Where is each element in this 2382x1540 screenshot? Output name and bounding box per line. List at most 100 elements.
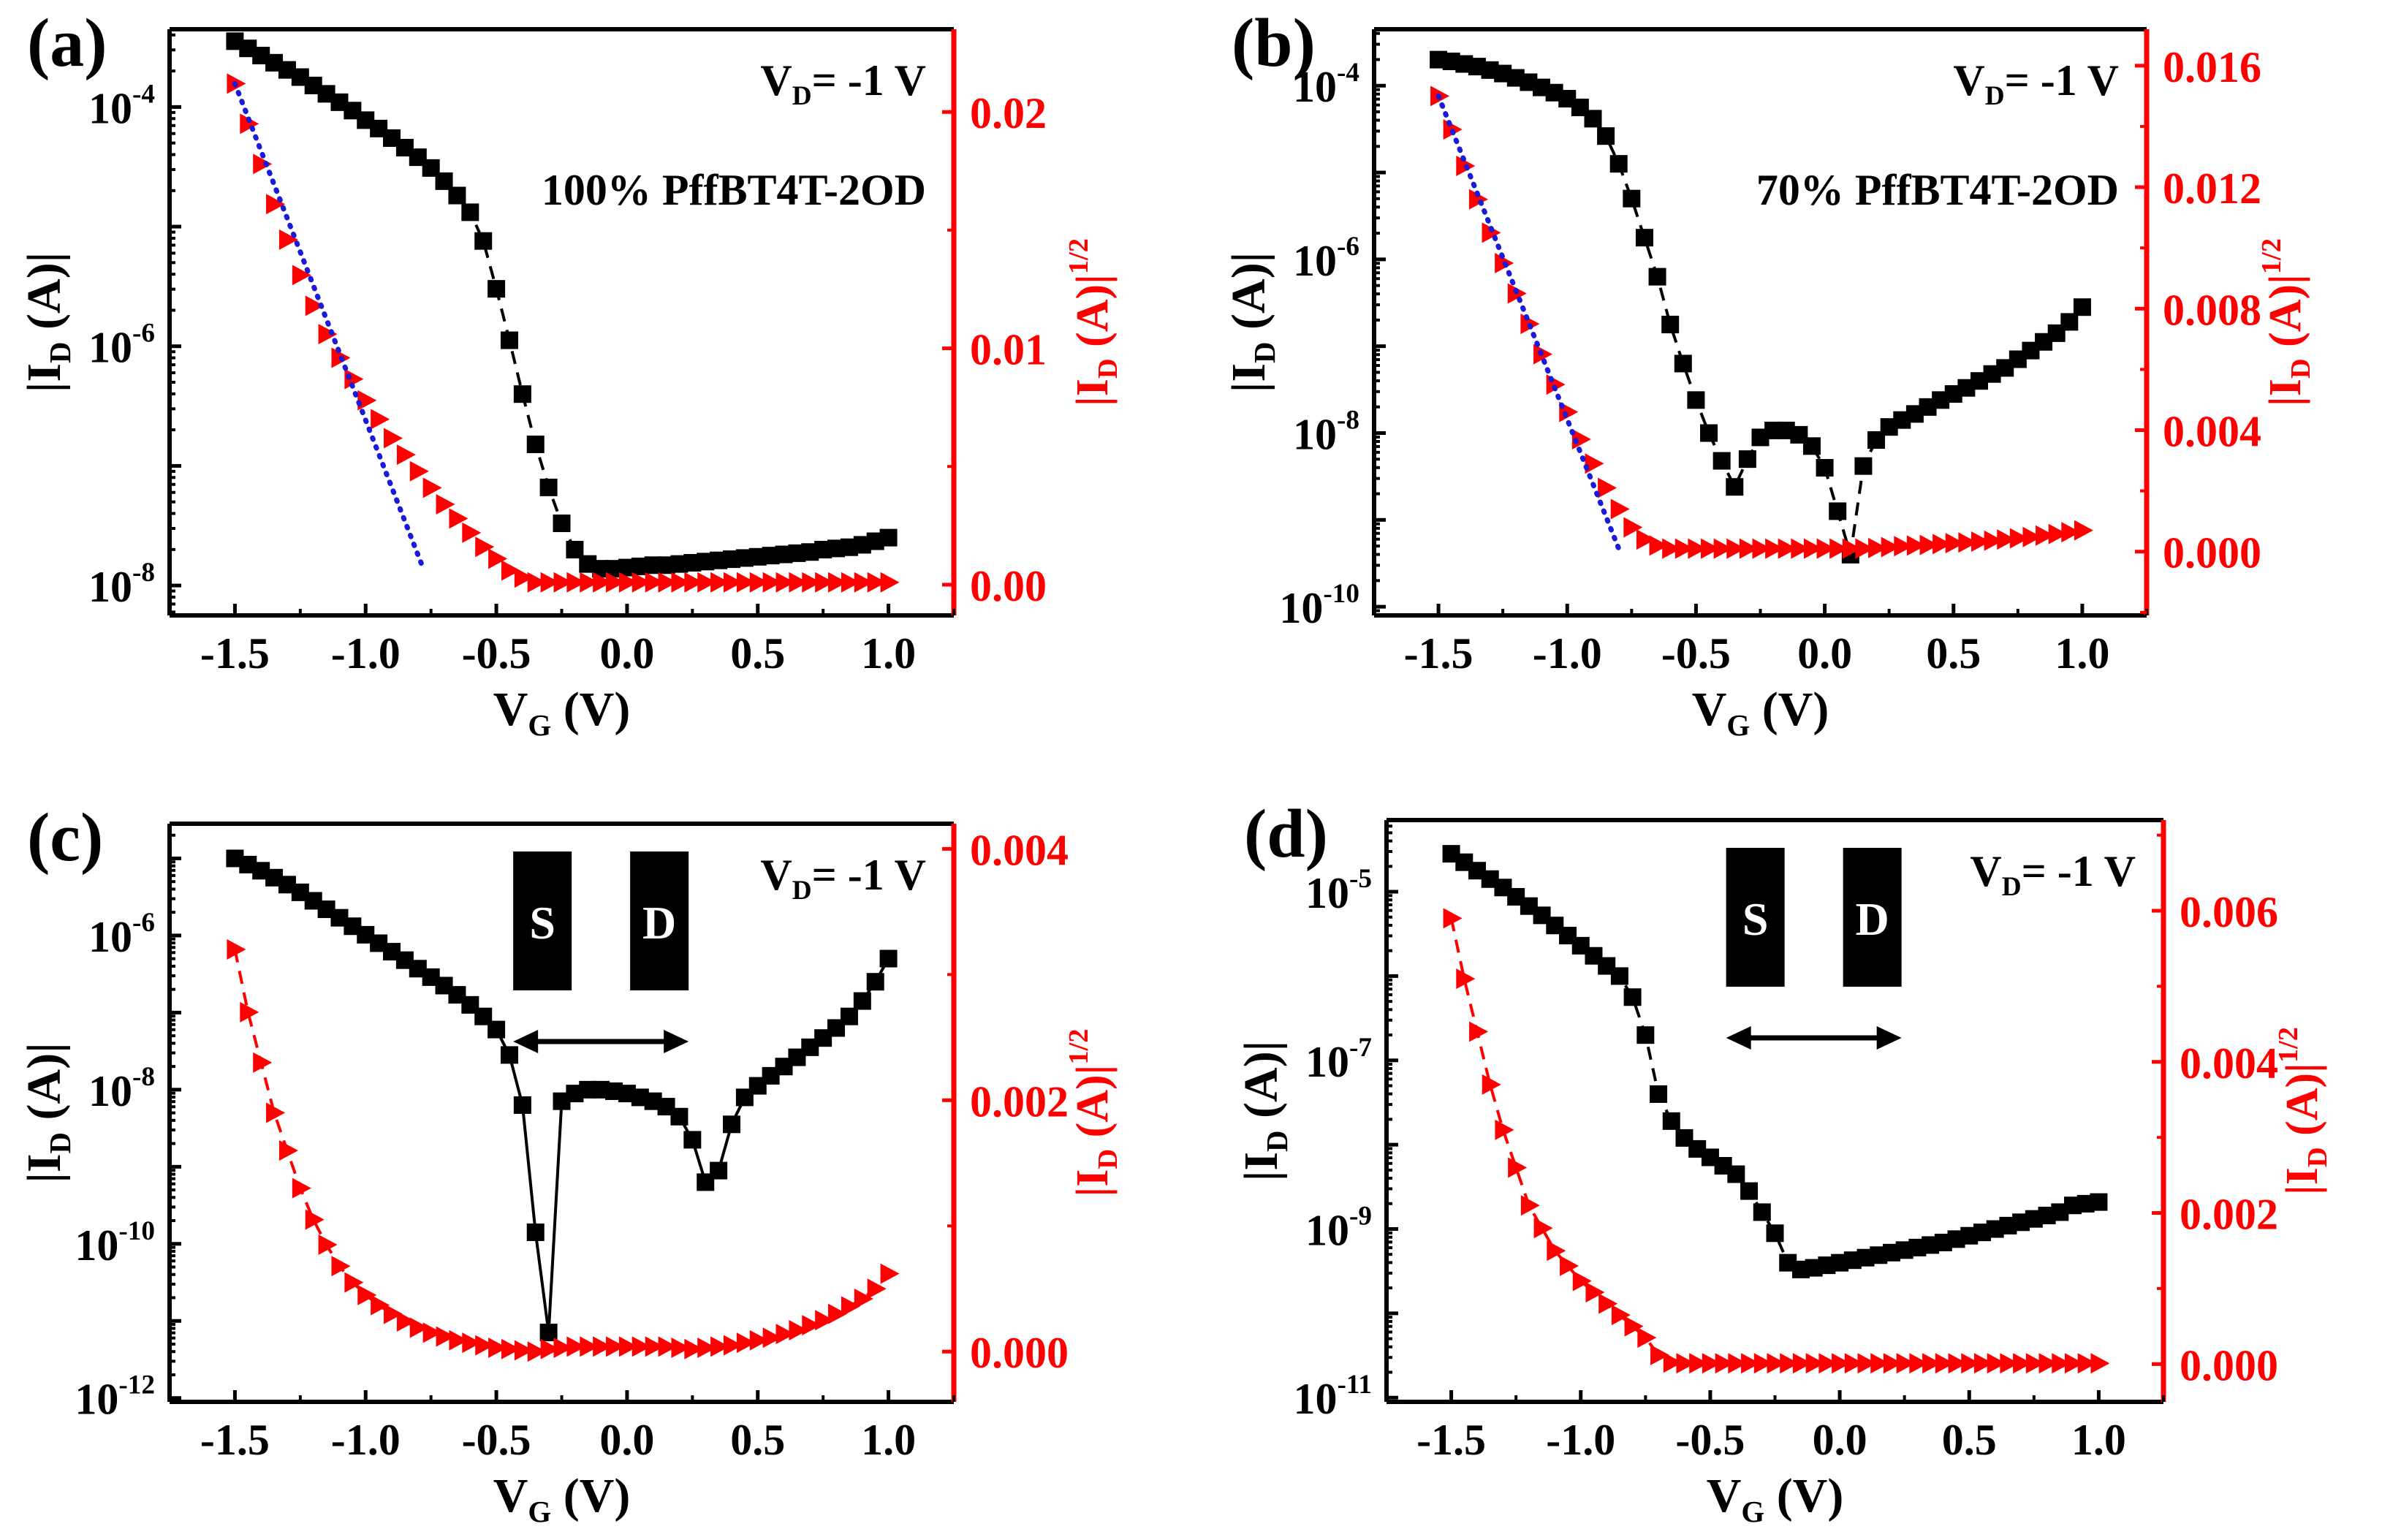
data-point-triangle (1973, 1353, 1993, 1374)
y-left-tick-label: 10-6 (88, 319, 155, 372)
data-point-triangle (867, 572, 887, 593)
y-right-tick-label: 0.00 (970, 562, 1047, 610)
series-line (233, 949, 890, 1354)
channel-arrow-right-head (664, 1030, 689, 1053)
y-left-tick-label: 10-8 (88, 1062, 155, 1115)
data-point-triangle (384, 1303, 403, 1324)
data-point-triangle (1816, 538, 1836, 559)
data-point-triangle (553, 1338, 573, 1359)
x-tick-label: -1.0 (1533, 629, 1602, 678)
data-point-triangle (1842, 538, 1862, 559)
data-point-triangle (880, 1263, 900, 1284)
data-point-triangle (1741, 1353, 1761, 1374)
data-point-square (879, 949, 898, 968)
data-point-square (488, 1020, 506, 1039)
x-tick-label: 0.0 (599, 629, 654, 678)
y-left-tick-label: 10-8 (1293, 406, 1359, 459)
data-point-square (513, 385, 531, 403)
data-point-triangle (1881, 536, 1900, 558)
y-right-tick-label: 0.004 (2163, 408, 2261, 456)
data-point-triangle (1961, 1353, 1981, 1374)
x-tick-label: 1.0 (2055, 629, 2109, 678)
data-point-triangle (475, 1335, 495, 1356)
x-tick-label: 1.0 (2071, 1416, 2126, 1464)
data-point-triangle (396, 444, 416, 466)
data-point-triangle (278, 229, 298, 250)
data-point-triangle (318, 1234, 338, 1256)
data-point-square (1648, 268, 1666, 286)
data-point-square (1661, 315, 1680, 333)
data-point-triangle (488, 1338, 508, 1359)
y-right-axis-title: |ID (A)|1/2 (1063, 238, 1123, 406)
data-point-square (683, 1131, 702, 1149)
vd-annotation: VD= -1 V (760, 851, 926, 906)
data-point-triangle (1469, 1021, 1489, 1042)
data-point-triangle (1868, 537, 1888, 558)
data-point-square (670, 1107, 689, 1126)
data-point-square (1650, 1085, 1668, 1103)
y-left-tick-label: 10-7 (1305, 1033, 1372, 1086)
y-right-tick-label: 0.000 (2163, 529, 2261, 577)
data-point-triangle (371, 1294, 390, 1316)
x-tick-label: 0.0 (1813, 1416, 1867, 1464)
panel-b: -1.5 -1.0 -0.5 0.0 0.5 1.0 10-10 10-8 10-6 10-4 0.… (1222, 5, 2316, 742)
data-point-triangle (2052, 1353, 2071, 1374)
data-point-triangle (749, 1330, 769, 1351)
data-point-square (1636, 1026, 1655, 1044)
data-point-triangle (1508, 1157, 1528, 1178)
x-tick-label: 0.0 (1797, 629, 1852, 678)
data-point-triangle (671, 572, 691, 593)
data-point-triangle (1701, 538, 1721, 559)
y-left-tick-label: 10-6 (88, 908, 155, 961)
data-point-triangle (357, 1284, 377, 1305)
vd-annotation: VD= -1 V (1970, 847, 2136, 902)
y-left-axis-title: |ID (A)| (18, 1042, 77, 1183)
y-left-tick-label: 10-5 (1305, 864, 1372, 917)
data-point-triangle (2038, 1353, 2058, 1374)
data-point-triangle (1778, 538, 1797, 559)
data-point-triangle (697, 572, 717, 593)
data-point-square (500, 331, 518, 349)
data-point-triangle (1870, 1353, 1890, 1374)
y-left-tick-label: 10-8 (88, 558, 155, 611)
data-point-triangle (1906, 535, 1926, 556)
channel-arrow-left-head (513, 1030, 539, 1053)
data-point-triangle (1443, 908, 1463, 929)
data-point-square (879, 528, 898, 547)
data-point-triangle (1765, 538, 1785, 559)
data-point-triangle (2064, 1353, 2084, 1374)
data-point-square (2090, 1193, 2108, 1211)
y-right-tick-label: 0.008 (2163, 286, 2261, 334)
data-point-triangle (462, 522, 482, 543)
data-point-triangle (1688, 538, 1707, 559)
data-point-triangle (488, 548, 508, 569)
x-tick-label: -1.5 (1404, 629, 1473, 678)
data-point-square (1584, 110, 1602, 128)
data-point-square (1662, 1112, 1680, 1130)
data-point-triangle (566, 1336, 586, 1357)
data-point-triangle (1739, 538, 1759, 559)
data-point-triangle (1598, 477, 1617, 498)
data-point-triangle (1520, 1195, 1540, 1216)
data-point-square (722, 1115, 740, 1134)
data-point-triangle (1780, 1353, 1799, 1374)
data-point-triangle (802, 572, 822, 593)
data-point-square (488, 280, 506, 298)
data-point-triangle (2074, 520, 2093, 541)
data-point-triangle (828, 572, 848, 593)
data-point-triangle (344, 1272, 364, 1293)
data-point-square (1609, 155, 1628, 173)
data-point-triangle (514, 1340, 534, 1361)
y-left-tick-label: 10-4 (1293, 58, 1359, 111)
panel-label: (b) (1232, 5, 1316, 81)
data-point-triangle (1987, 1353, 2006, 1374)
data-point-triangle (789, 572, 808, 593)
series-line (1438, 58, 2084, 555)
data-point-triangle (1948, 1353, 1968, 1374)
data-point-square (1816, 459, 1834, 477)
channel-arrow-left-head (1726, 1026, 1751, 1050)
data-point-triangle (1945, 533, 1965, 554)
data-point-triangle (1922, 1353, 1942, 1374)
data-point-triangle (867, 1278, 887, 1300)
